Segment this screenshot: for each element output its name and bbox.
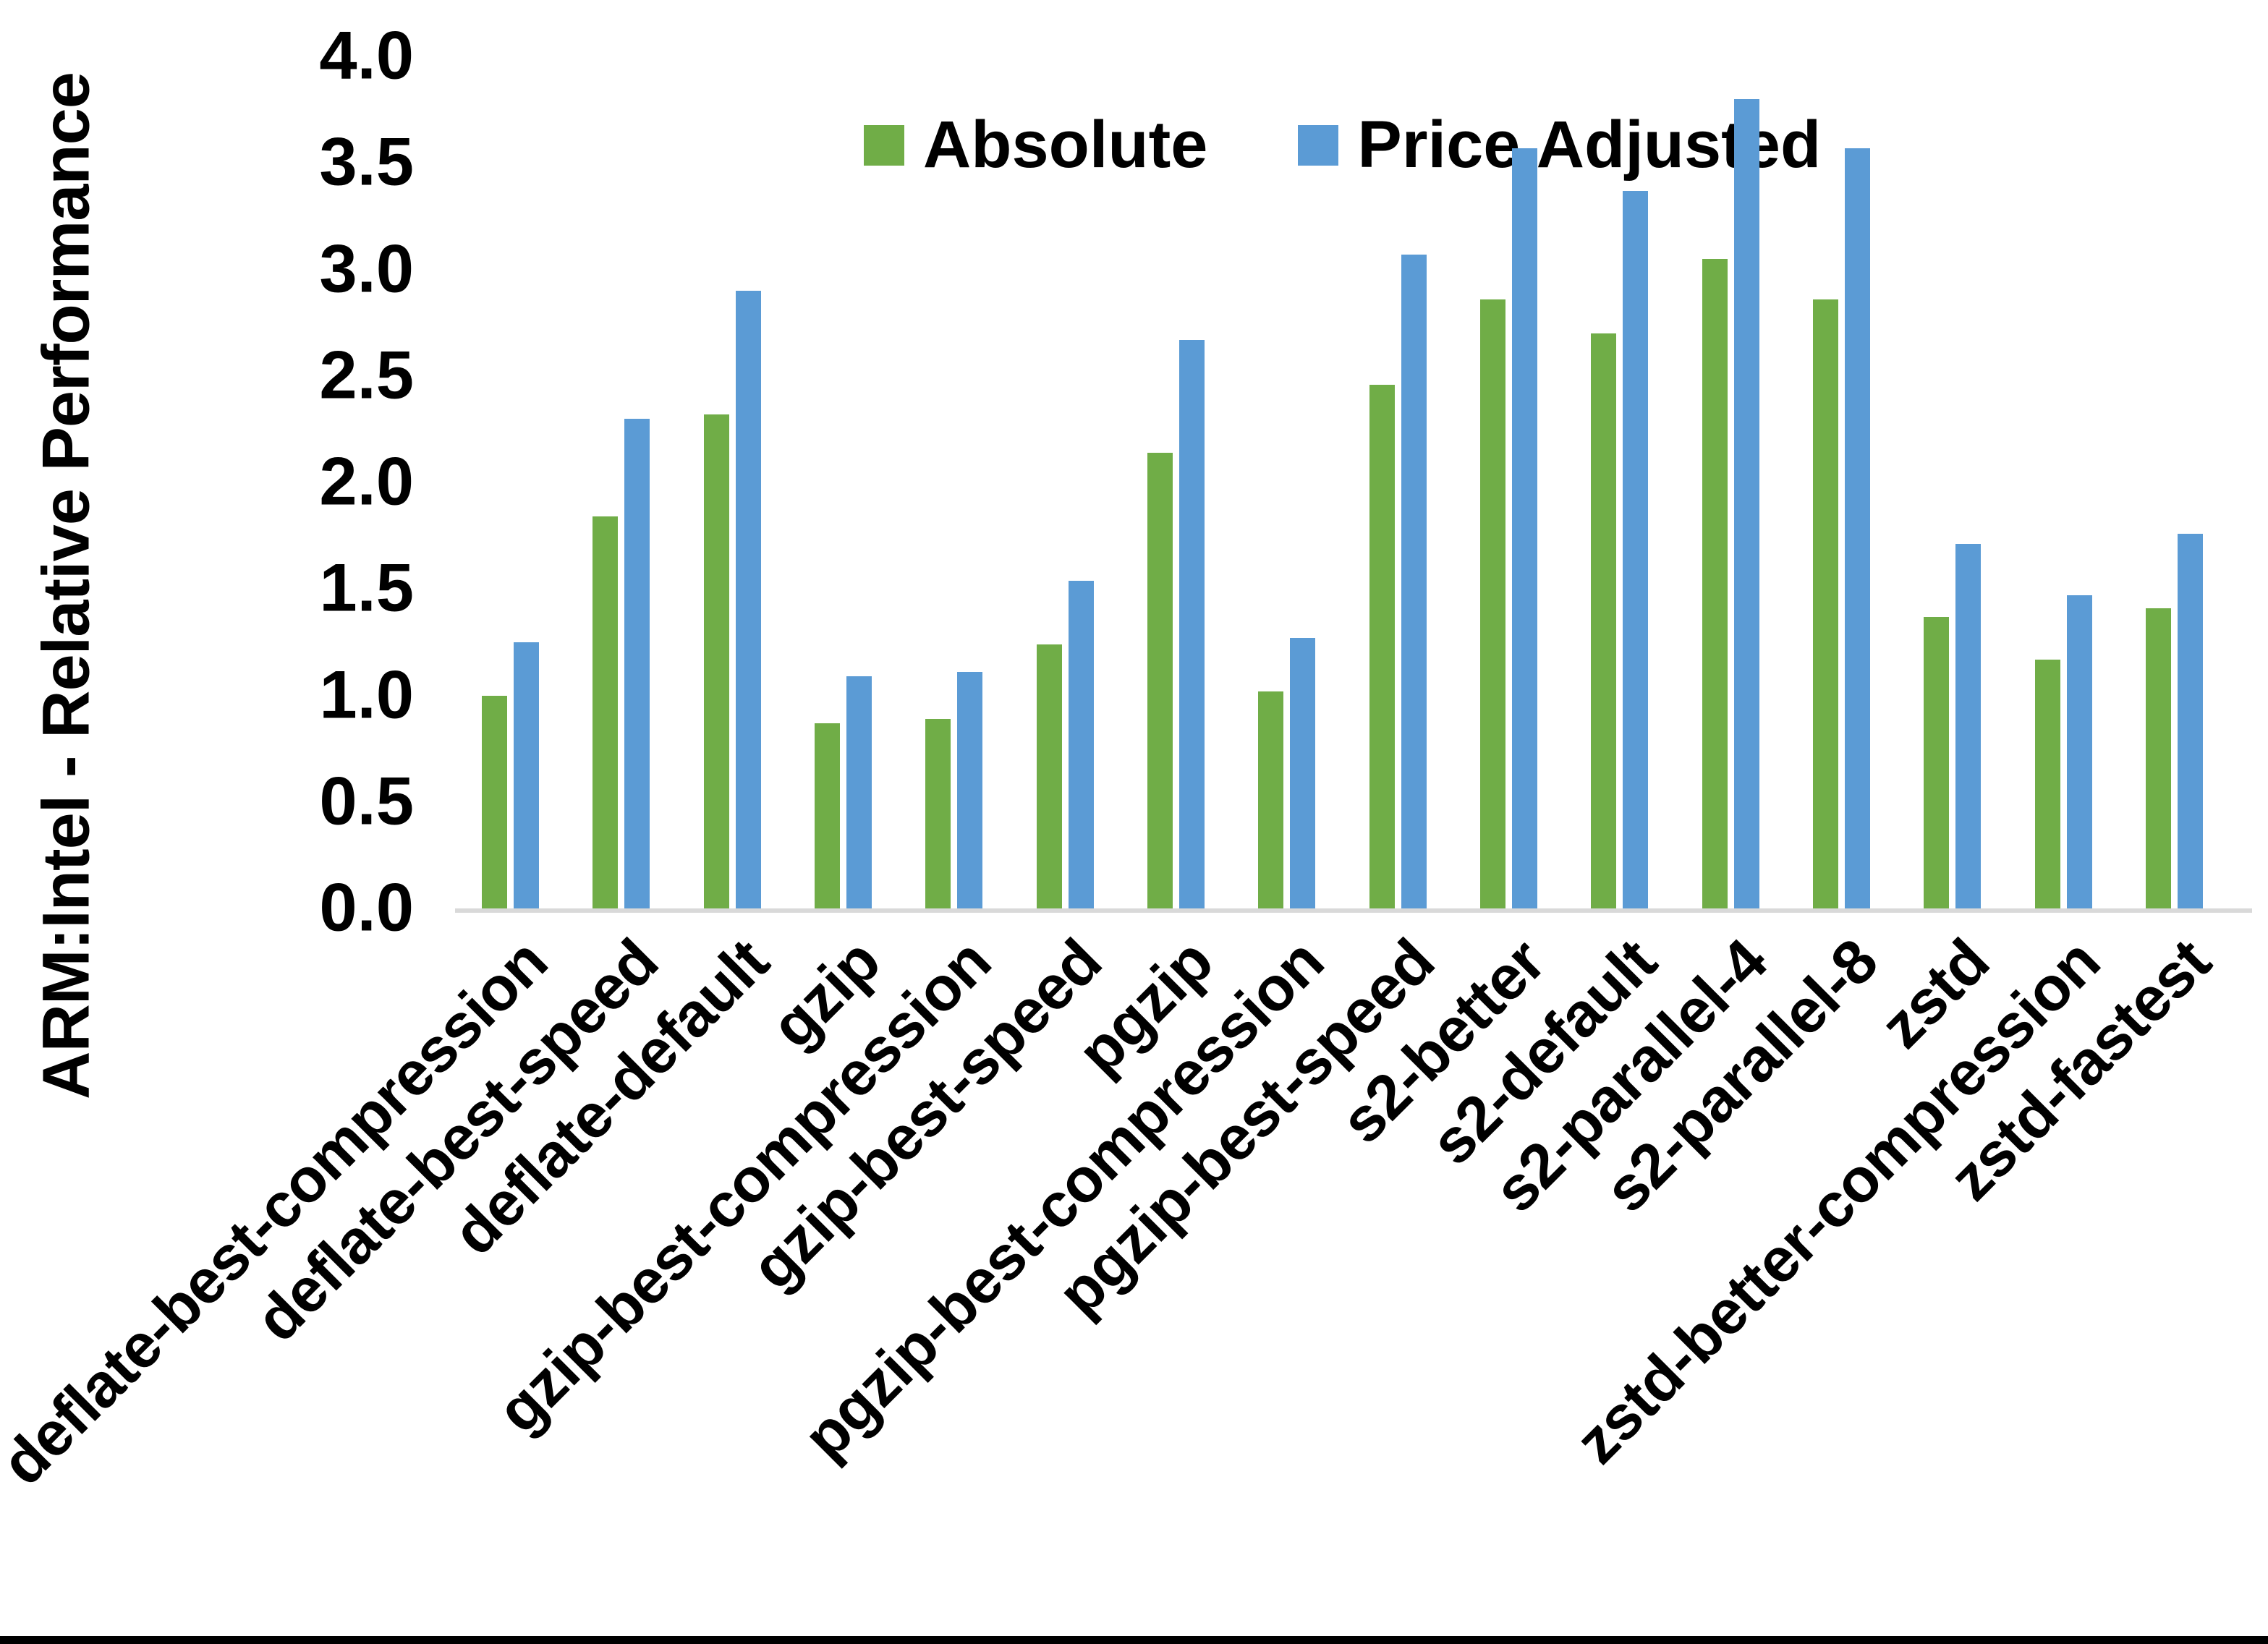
bar-price-adjusted [1290, 638, 1316, 911]
bar-price-adjusted [1955, 544, 1982, 911]
bar-group [1121, 59, 1231, 911]
bar-price-adjusted [1068, 580, 1094, 911]
bar-group [1897, 59, 2008, 911]
legend-label: Absolute [922, 108, 1208, 182]
x-axis-line [455, 908, 2252, 913]
y-tick-label: 0.0 [319, 869, 414, 945]
bar-absolute [925, 718, 951, 911]
bar-price-adjusted [514, 642, 540, 911]
bar-price-adjusted [1511, 148, 1537, 911]
bar-price-adjusted [1733, 98, 1759, 911]
bar-price-adjusted [624, 418, 650, 911]
bar-group [677, 59, 788, 911]
bar-group [566, 59, 676, 911]
bar-price-adjusted [1179, 339, 1205, 911]
bar-group [1010, 59, 1121, 911]
y-tick-label: 1.5 [319, 549, 414, 626]
bar-absolute [482, 695, 508, 911]
y-tick-label: 3.0 [319, 230, 414, 307]
bar-absolute [1591, 333, 1617, 911]
y-tick-label: 4.0 [319, 17, 414, 93]
bar-price-adjusted [2177, 533, 2203, 911]
bar-absolute [593, 516, 619, 911]
bar-group [1231, 59, 1342, 911]
legend-swatch-icon [1298, 124, 1339, 166]
bar-price-adjusted [2066, 595, 2092, 911]
legend-item: Absolute [863, 107, 1208, 183]
bar-absolute [1479, 299, 1505, 911]
bar-absolute [1702, 258, 1728, 911]
bar-absolute [1147, 452, 1173, 911]
bottom-edge-bar [0, 1636, 2268, 1644]
legend-swatch-icon [863, 124, 904, 166]
bar-price-adjusted [735, 291, 761, 911]
bar-price-adjusted [846, 676, 872, 911]
bar-absolute [703, 414, 729, 911]
bar-group [2119, 59, 2230, 911]
bar-absolute [1812, 299, 1838, 911]
bar-price-adjusted [1623, 190, 1649, 911]
y-tick-label: 3.5 [319, 123, 414, 200]
bar-group [1343, 59, 1453, 911]
y-tick-label: 2.5 [319, 336, 414, 413]
bar-absolute [2145, 608, 2171, 911]
bar-group [899, 59, 1009, 911]
bar-group [1453, 59, 1564, 911]
bar-absolute [2034, 659, 2060, 911]
bar-absolute [1258, 691, 1284, 911]
bar-group [2008, 59, 2118, 911]
bar-group [788, 59, 899, 911]
bar-group [1564, 59, 1675, 911]
y-tick-label: 2.0 [319, 443, 414, 519]
bar-price-adjusted [1844, 148, 1870, 911]
bar-absolute [1924, 616, 1950, 911]
plot-area [455, 59, 2230, 911]
bar-absolute [1369, 384, 1395, 911]
y-axis-title: ARM:Intel - Relative Performance [29, 72, 103, 1099]
bar-group [1675, 59, 1785, 911]
bar-price-adjusted [957, 672, 983, 911]
y-tick-label: 0.5 [319, 762, 414, 839]
bar-group [455, 59, 566, 911]
bar-absolute [1036, 644, 1062, 911]
bar-price-adjusted [1401, 254, 1427, 911]
bar-group [1786, 59, 1897, 911]
bar-absolute [815, 723, 841, 911]
y-tick-label: 1.0 [319, 656, 414, 733]
